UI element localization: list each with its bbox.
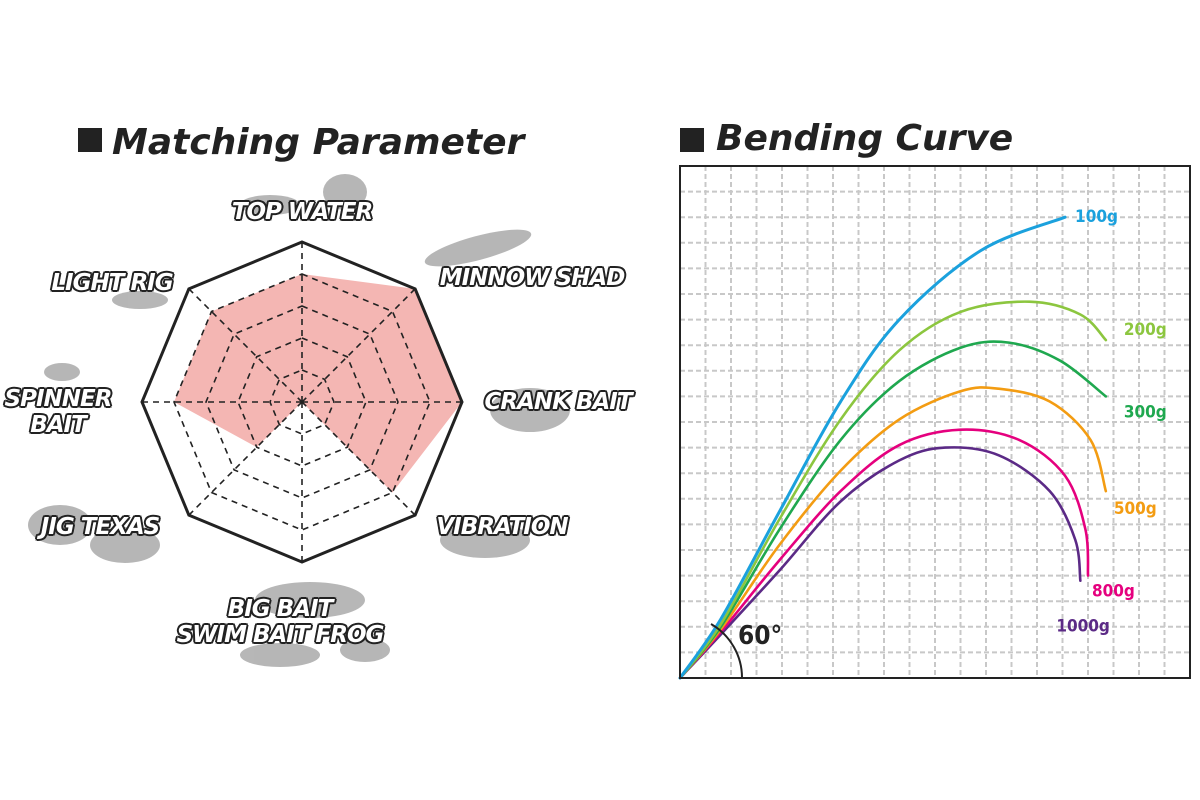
chart-title: Bending Curve bbox=[716, 118, 1013, 159]
bend-curve bbox=[678, 300, 1108, 680]
series-label: 300g bbox=[1124, 402, 1167, 422]
series-label: 500g bbox=[1114, 499, 1157, 519]
axis-label: VIBRATION bbox=[436, 514, 568, 540]
title-marker bbox=[680, 128, 704, 152]
series-label: 100g bbox=[1075, 207, 1118, 227]
grid-ring bbox=[173, 273, 431, 531]
axis-label: BIG BAIT SWIM BAIT FROG bbox=[176, 596, 385, 648]
axis-label: SPINNER BAIT bbox=[4, 386, 113, 438]
spoke bbox=[188, 288, 303, 403]
radar bbox=[140, 240, 464, 564]
angle-arc bbox=[710, 623, 744, 679]
axis-label: LIGHT RIG bbox=[51, 270, 173, 296]
spoke bbox=[188, 401, 303, 516]
series-label: 800g bbox=[1092, 582, 1135, 602]
title-marker bbox=[78, 128, 102, 152]
grid-ring bbox=[205, 305, 399, 499]
bend-curve bbox=[678, 386, 1108, 680]
angle-label: 60° bbox=[738, 621, 782, 651]
bend-curve bbox=[678, 340, 1108, 680]
bend-curve bbox=[678, 446, 1082, 680]
axis-label: TOP WATER bbox=[231, 199, 373, 225]
axis-label: CRANK BAIT bbox=[484, 389, 632, 415]
spoke bbox=[301, 401, 416, 516]
series-label: 200g bbox=[1124, 320, 1167, 340]
plot-border bbox=[679, 165, 1191, 679]
axis-label: JIG TEXAS bbox=[40, 514, 160, 540]
series-label: 1000g bbox=[1056, 617, 1110, 637]
spoke bbox=[301, 288, 416, 403]
radar-area bbox=[174, 274, 462, 493]
lure-silhouettes bbox=[28, 174, 570, 667]
axis-label: MINNOW SHAD bbox=[439, 265, 626, 291]
bend-curve bbox=[678, 215, 1067, 680]
chart-title: Matching Parameter bbox=[112, 122, 527, 163]
bend-curve bbox=[678, 428, 1090, 680]
